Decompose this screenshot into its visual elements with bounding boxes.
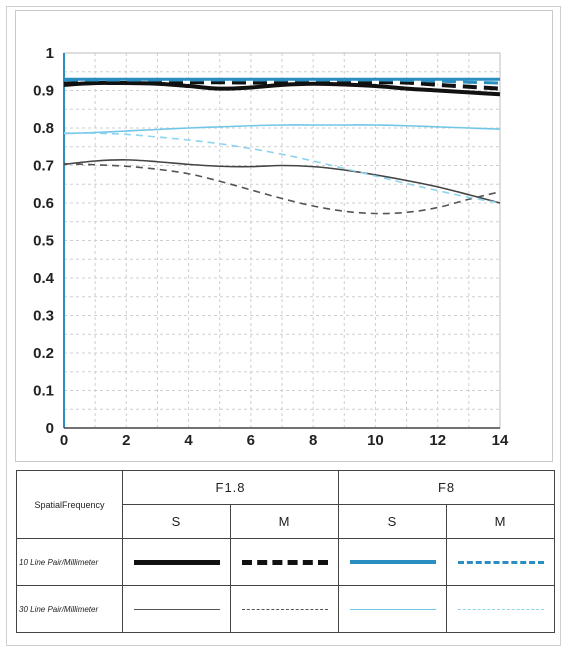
- y-tick-label: 0.6: [33, 195, 54, 212]
- y-tick-label: 0.4: [33, 270, 55, 287]
- swatch-f8-10-m: [446, 538, 556, 586]
- swatch-f8-30-m: [446, 585, 556, 633]
- y-tick-label: 0.9: [33, 83, 54, 100]
- series-line: [63, 124, 501, 135]
- x-tick-label: 12: [429, 432, 446, 449]
- swatch-f8-30-s: [338, 585, 448, 633]
- y-tick-label: 0.7: [33, 158, 54, 175]
- swatch-f18-10-m: [229, 538, 340, 586]
- y-tick-label: 0.1: [33, 383, 54, 400]
- x-tick-label: 8: [309, 432, 317, 449]
- x-tick-label: 14: [492, 432, 509, 449]
- group-header-f18: F1.8: [121, 470, 340, 505]
- group-header-f8: F8: [338, 470, 556, 505]
- series-line: [63, 132, 501, 204]
- y-tick-label: 0.2: [33, 345, 54, 362]
- x-tick-label: 0: [60, 432, 68, 449]
- series-line: [63, 78, 501, 85]
- series-line: [63, 162, 501, 215]
- series-line: [63, 159, 501, 204]
- x-tick-labels: 0 2 4 6 8 10 12 14: [60, 432, 509, 449]
- series-line: [63, 80, 501, 91]
- swatch-f18-10-s: [122, 538, 231, 586]
- x-tick-label: 10: [367, 432, 384, 449]
- swatch-f18-30-m: [229, 585, 340, 633]
- y-tick-label: 1: [46, 45, 54, 62]
- subheader-f8-m: M: [446, 504, 556, 539]
- y-tick-label: 0.8: [33, 120, 54, 137]
- legend-table: SpatialFrequency F1.8 F8 S M S M 10 Line…: [16, 470, 556, 633]
- swatch-f18-30-s: [122, 585, 231, 633]
- mtf-chart: 0 2 4 6 8 10 12 14 0 0.1 0.2 0.3 0.4 0.5 0.6 0.7 0.8 0.9…: [33, 45, 509, 449]
- series-lines: [63, 77, 501, 215]
- swatch-f8-10-s: [338, 538, 448, 586]
- y-tick-label: 0.3: [33, 308, 54, 325]
- grid-lines: [64, 53, 500, 428]
- row-label-30lp: 30 Line Pair/Millimeter: [16, 585, 123, 633]
- subheader-f18-m: M: [229, 504, 340, 539]
- axes: [63, 52, 501, 429]
- x-tick-label: 2: [122, 432, 130, 449]
- subheader-f8-s: S: [338, 504, 448, 539]
- x-tick-label: 6: [247, 432, 255, 449]
- y-tick-label: 0.5: [33, 233, 54, 250]
- y-tick-labels: 0 0.1 0.2 0.3 0.4 0.5 0.6 0.7 0.8 0.9 1: [33, 45, 55, 437]
- y-tick-label: 0: [46, 420, 54, 437]
- x-tick-label: 4: [184, 432, 193, 449]
- spatial-frequency-label: SpatialFrequency: [16, 470, 123, 539]
- chart-area: [15, 10, 553, 462]
- row-label-10lp: 10 Line Pair/Millimeter: [16, 538, 123, 586]
- subheader-f18-s: S: [122, 504, 231, 539]
